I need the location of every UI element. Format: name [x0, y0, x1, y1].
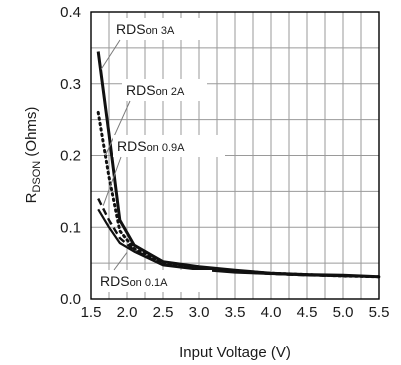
annotation-box [122, 79, 207, 101]
y-tick-label: 0.0 [60, 291, 81, 308]
annotation-box [113, 135, 225, 157]
plot-frame [90, 11, 380, 300]
y-tick-label: 0.4 [60, 4, 81, 21]
x-tick-label: 2.5 [153, 304, 174, 321]
grid [91, 12, 379, 299]
y-axis-title: RDSON (Ohms) [23, 107, 43, 204]
x-tick-label: 5.5 [369, 304, 390, 321]
annotation-leader [100, 39, 121, 70]
annotation-leader [102, 156, 122, 206]
annotation-label: RDSon 2A [126, 82, 185, 98]
series-lines [96, 51, 381, 279]
x-tick-label: 1.5 [81, 304, 102, 321]
annotations: RDSon 3A RDSon 2A RDSon 0.9A RDSon 0.1A [96, 18, 225, 292]
annotation-label: RDSon 0.1A [100, 273, 168, 289]
x-tick-label: 4.5 [297, 304, 318, 321]
annotation-leader [104, 100, 131, 156]
x-tick-label: 2.0 [117, 304, 138, 321]
y-axis-title-sub: DSON [31, 161, 43, 193]
x-tick-label: 3.0 [189, 304, 210, 321]
y-tick-label: 0.3 [60, 76, 81, 93]
annotation-box [96, 270, 212, 292]
series-line-2 [97, 198, 380, 278]
x-tick-label: 4.0 [261, 304, 282, 321]
annotation-leader [113, 252, 128, 271]
y-tick-label: 0.1 [60, 219, 81, 236]
y-axis-title-unit: (Ohms) [23, 107, 40, 161]
x-tick-label: 5.0 [333, 304, 354, 321]
annotation-label: RDSon 0.9A [117, 138, 185, 154]
y-axis-title-main: R [23, 192, 40, 203]
x-axis-title: Input Voltage (V) [179, 344, 291, 361]
y-tick-labels: 0.0 0.1 0.2 0.3 0.4 [60, 4, 81, 308]
y-tick-label: 0.2 [60, 148, 81, 165]
series-line-3 [97, 208, 380, 278]
annotation-box [112, 18, 202, 40]
x-tick-label: 3.5 [225, 304, 246, 321]
x-tick-labels: 1.5 2.0 2.5 3.0 3.5 4.0 4.5 5.0 5.5 [81, 304, 390, 321]
annotation-label: RDSon 3A [116, 21, 175, 37]
